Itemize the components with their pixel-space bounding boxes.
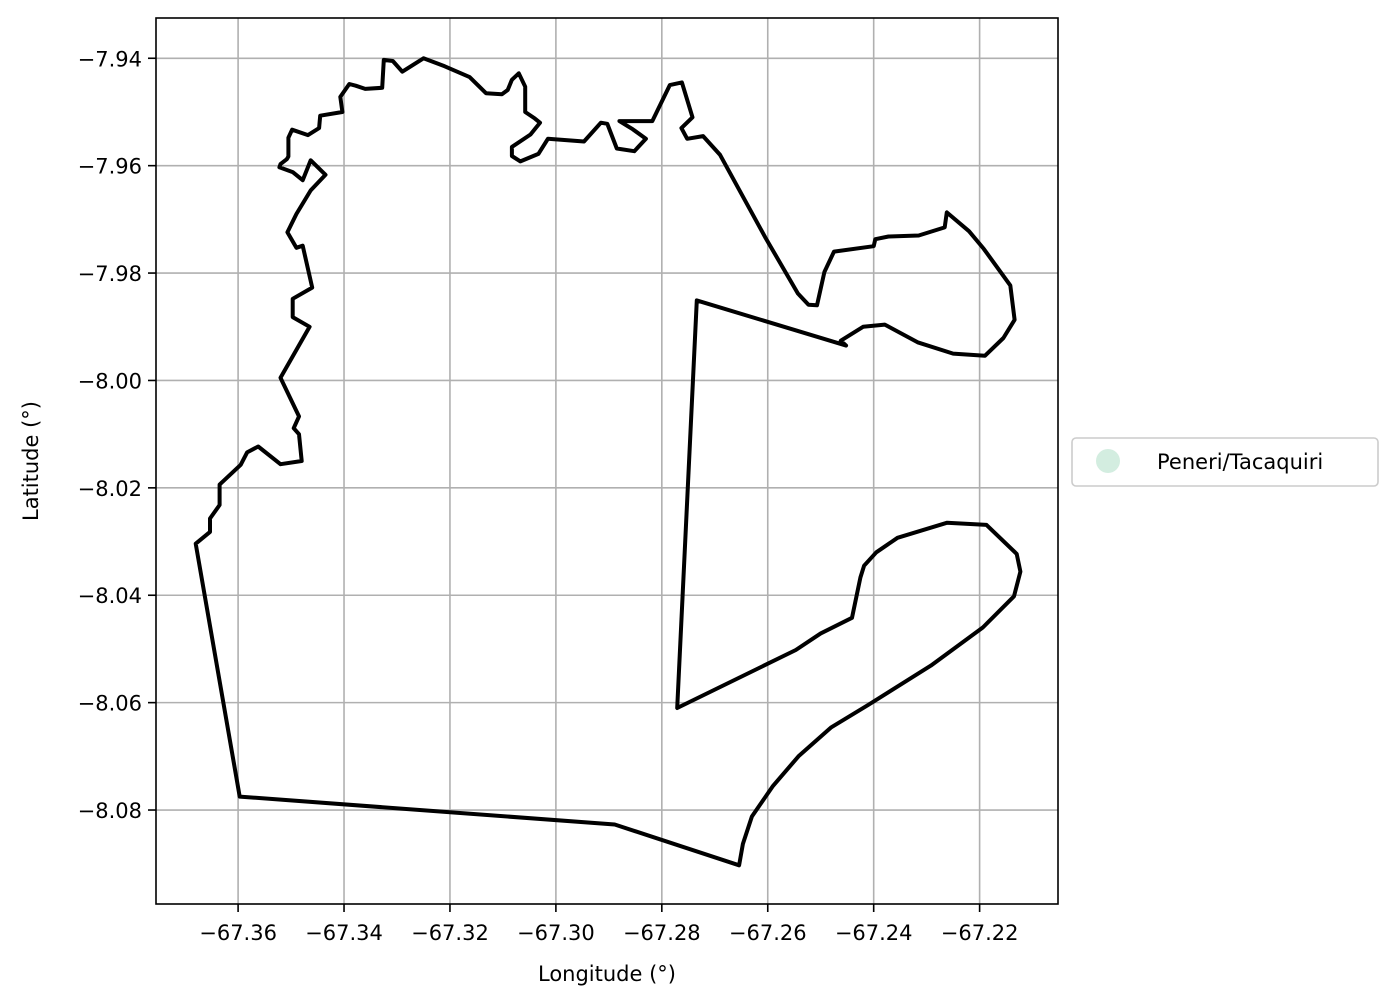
territory-boundary [193, 56, 1023, 868]
legend: Peneri/Tacaquiri [1071, 437, 1379, 487]
x-tick-label: −67.36 [199, 921, 277, 945]
y-axis-label: Latitude (°) [19, 401, 43, 521]
x-tick-label: −67.22 [941, 921, 1019, 945]
x-tick-label: −67.24 [835, 921, 913, 945]
y-tick-label: −8.04 [78, 584, 142, 608]
x-axis-label: Longitude (°) [538, 962, 676, 986]
legend-marker-peneri-tacaquiri [1096, 449, 1120, 473]
x-tick-label: −67.30 [517, 921, 595, 945]
x-tick-label: −67.26 [729, 921, 807, 945]
x-tick-label: −67.32 [411, 921, 489, 945]
y-tick-label: −8.06 [78, 692, 142, 716]
axes-frame [155, 17, 1059, 905]
legend-box [1071, 437, 1379, 487]
grid-lines [156, 18, 1058, 904]
y-tick-label: −7.96 [78, 155, 142, 179]
y-tick-label: −8.02 [78, 477, 142, 501]
legend-label-peneri-tacaquiri: Peneri/Tacaquiri [1157, 450, 1323, 474]
y-tick-label: −7.94 [78, 47, 142, 71]
x-tick-label: −67.28 [623, 921, 701, 945]
y-tick-label: −7.98 [78, 262, 142, 286]
y-axis-ticks: −7.94 −7.96 −7.98 −8.00 −8.02 −8.04 −8.06 −8.08 [78, 47, 156, 823]
x-axis-ticks: −67.36 −67.34 −67.32 −67.30 −67.28 −67.26 −67.… [199, 904, 1018, 945]
y-tick-label: −8.00 [78, 369, 142, 393]
plot-area: −67.36 −67.34 −67.32 −67.30 −67.28 −67.26 −67.… [78, 17, 1059, 945]
x-tick-label: −67.34 [305, 921, 383, 945]
boundary-layer [193, 56, 1023, 868]
y-tick-label: −8.08 [78, 799, 142, 823]
